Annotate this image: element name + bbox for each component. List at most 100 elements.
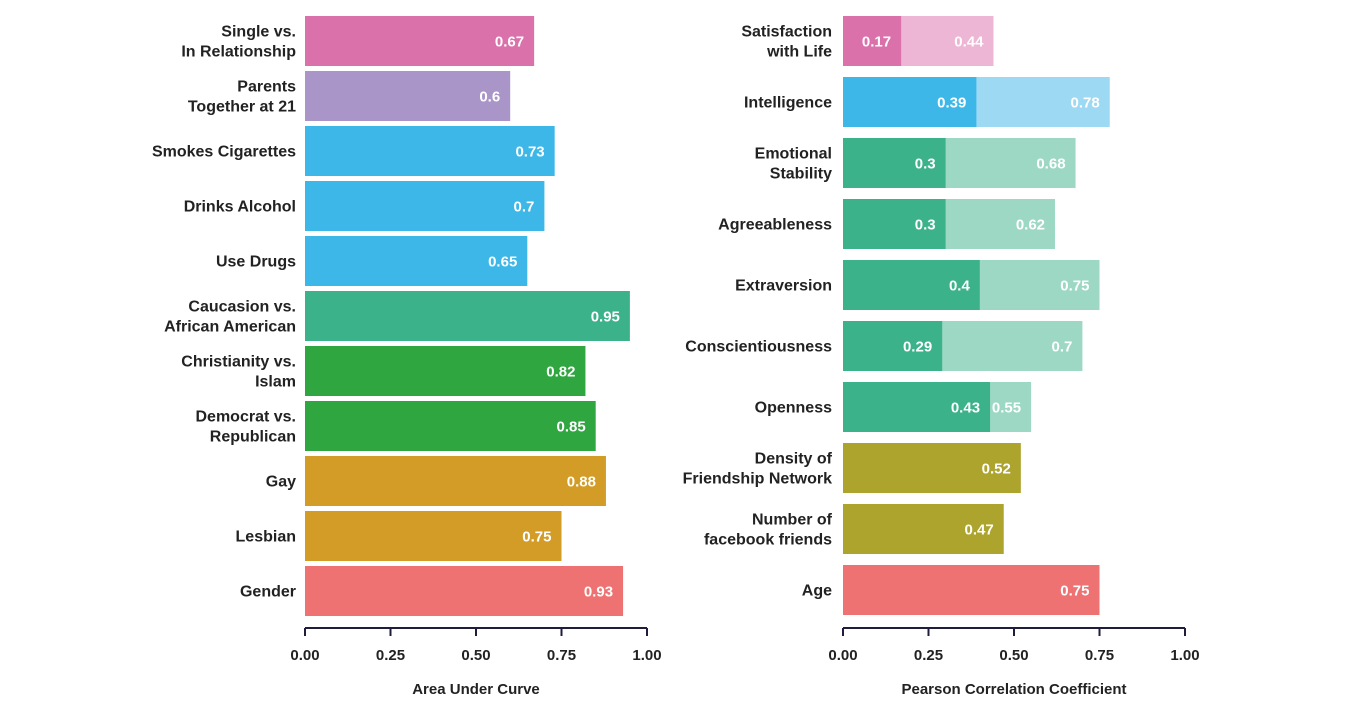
chart1-row7-category-label-line: Islam (255, 374, 296, 391)
chart2-row7-category-label-line: Openness (755, 400, 832, 417)
chart2-row6-category-label: Conscientiousness (685, 339, 832, 356)
chart1-row10-bar (305, 511, 562, 561)
chart2-row9-segment1-bar (843, 504, 1004, 554)
chart1-row8-category-label-line: Republican (210, 429, 296, 446)
chart1-row11-category-label-line: Gender (240, 584, 296, 601)
chart2-x-tick-label: 0.75 (1085, 647, 1114, 664)
chart1-x-tick-label: 1.00 (632, 647, 661, 664)
chart1-row5-bar (305, 236, 528, 286)
chart2-row8-segment1-value-label: 0.52 (982, 461, 1011, 478)
chart1-row7-category-label: Christianity vs. Islam (181, 354, 296, 391)
chart1-row1-category-label-line: In Relationship (181, 44, 296, 61)
chart1-row6-value-label: 0.95 (591, 309, 620, 326)
chart2-row2-category-label: Intelligence (744, 95, 832, 112)
chart2-row4-category-label-line: Agreeableness (718, 217, 832, 234)
chart1-row4-category-label: Drinks Alcohol (184, 199, 296, 216)
chart2-row8-category-label: Density of Friendship Network (683, 451, 833, 488)
chart1-x-tick-label: 0.00 (290, 647, 319, 664)
chart2-row1-category-label-line: with Life (766, 44, 832, 61)
chart2-row2-segment2-value-label: 0.78 (1071, 95, 1100, 112)
chart1-row4-bar (305, 181, 545, 231)
chart2-row4-category-label: Agreeableness (718, 217, 832, 234)
chart1-row11-bar (305, 566, 624, 616)
chart2-row6-segment1-bar (843, 321, 943, 371)
chart1-row8-bar (305, 401, 596, 451)
chart2-row3-segment1-bar (843, 138, 946, 188)
chart1-row2-category-label: Parents Together at 21 (188, 79, 296, 116)
chart1-row6-category-label-line: Caucasion vs. (188, 299, 296, 316)
chart1-row2-category-label-line: Parents (237, 79, 296, 96)
chart2-row1-segment1-value-label: 0.17 (862, 34, 891, 51)
chart2-row1-category-label-line: Satisfaction (741, 24, 832, 41)
chart2-row3-segment2-value-label: 0.68 (1036, 156, 1065, 173)
chart1-row5-category-label: Use Drugs (216, 254, 296, 271)
chart2-row10-category-label-line: Age (802, 583, 832, 600)
chart1-row10-value-label: 0.75 (522, 529, 551, 546)
chart2-row5-segment2-value-label: 0.75 (1060, 278, 1089, 295)
chart1-row8-category-label: Democrat vs. Republican (196, 409, 297, 446)
chart1-row1-category-label: Single vs. In Relationship (181, 24, 296, 61)
chart2-row3-segment1-value-label: 0.3 (915, 156, 936, 173)
chart1-row7-bar (305, 346, 586, 396)
chart1-row6-category-label: Caucasion vs. African American (164, 299, 296, 336)
chart2-row10-category-label: Age (802, 583, 832, 600)
chart1-row9-category-label: Gay (266, 474, 296, 491)
chart2-row7-segment1-value-label: 0.43 (951, 400, 980, 417)
chart2-row7-category-label: Openness (755, 400, 832, 417)
chart1-row11-category-label: Gender (240, 584, 296, 601)
chart2-row3-category-label-line: Stability (770, 166, 832, 183)
chart2-row9-category-label: Number of facebook friends (704, 512, 833, 549)
chart1-row4-value-label: 0.7 (514, 199, 535, 216)
chart1-row8-category-label-line: Democrat vs. (196, 409, 297, 426)
chart2-x-axis-title: Pearson Correlation Coefficient (901, 681, 1126, 698)
chart2-row5-category-label-line: Extraversion (735, 278, 832, 295)
chart2-row4-segment1-bar (843, 199, 946, 249)
chart1-x-axis-title: Area Under Curve (412, 681, 540, 698)
chart1-row9-bar (305, 456, 606, 506)
chart1-row3-value-label: 0.73 (515, 144, 544, 161)
chart2-x-tick-label: 1.00 (1170, 647, 1199, 664)
chart1-row2-bar (305, 71, 511, 121)
chart2-row1-segment1-bar (843, 16, 902, 66)
chart2-row7-segment1-bar (843, 382, 991, 432)
chart1-row1-category-label-line: Single vs. (221, 24, 296, 41)
chart1-x-tick-label: 0.25 (376, 647, 405, 664)
chart2-row9-category-label-line: Number of (752, 512, 833, 529)
chart2-row1-category-label: Satisfaction with Life (741, 24, 832, 61)
chart1-row4-category-label-line: Drinks Alcohol (184, 199, 296, 216)
chart2-row10-segment1-bar (843, 565, 1100, 615)
chart2-row4-segment2-value-label: 0.62 (1016, 217, 1045, 234)
chart2-row8-category-label-line: Density of (755, 451, 833, 468)
chart1-row5-category-label-line: Use Drugs (216, 254, 296, 271)
chart1-x-tick-label: 0.50 (461, 647, 490, 664)
chart1-row2-category-label-line: Together at 21 (188, 99, 296, 116)
chart1-x-tick-label: 0.75 (547, 647, 576, 664)
chart2-row6-segment1-value-label: 0.29 (903, 339, 932, 356)
chart1-row6-category-label-line: African American (164, 319, 296, 336)
chart2-x-tick-label: 0.50 (999, 647, 1028, 664)
chart1-row3-category-label: Smokes Cigarettes (152, 144, 296, 161)
chart2-row6-segment2-value-label: 0.7 (1052, 339, 1073, 356)
chart2-row8-segment1-bar (843, 443, 1021, 493)
chart1-row9-category-label-line: Gay (266, 474, 296, 491)
chart1-row1-bar (305, 16, 535, 66)
chart1-row8-value-label: 0.85 (556, 419, 585, 436)
chart2-row5-category-label: Extraversion (735, 278, 832, 295)
chart2-row9-category-label-line: facebook friends (704, 532, 832, 549)
chart1-row1-value-label: 0.67 (495, 34, 524, 51)
chart2-row5-segment1-value-label: 0.4 (949, 278, 971, 295)
chart1-row6-bar (305, 291, 630, 341)
chart1-row10-category-label-line: Lesbian (236, 529, 296, 546)
chart2-x-tick-label: 0.25 (914, 647, 943, 664)
chart2-row3-category-label-line: Emotional (755, 146, 832, 163)
chart2-row7-segment2-value-label: 0.55 (992, 400, 1021, 417)
chart2-row5-segment1-bar (843, 260, 980, 310)
chart2-row2-segment1-bar (843, 77, 977, 127)
chart2-row1-segment2-value-label: 0.44 (954, 34, 984, 51)
chart1-row11-value-label: 0.93 (584, 584, 613, 601)
chart1-row9-value-label: 0.88 (567, 474, 596, 491)
chart1-row7-value-label: 0.82 (546, 364, 575, 381)
chart1-row3-category-label-line: Smokes Cigarettes (152, 144, 296, 161)
chart2-row3-category-label: Emotional Stability (755, 146, 832, 183)
